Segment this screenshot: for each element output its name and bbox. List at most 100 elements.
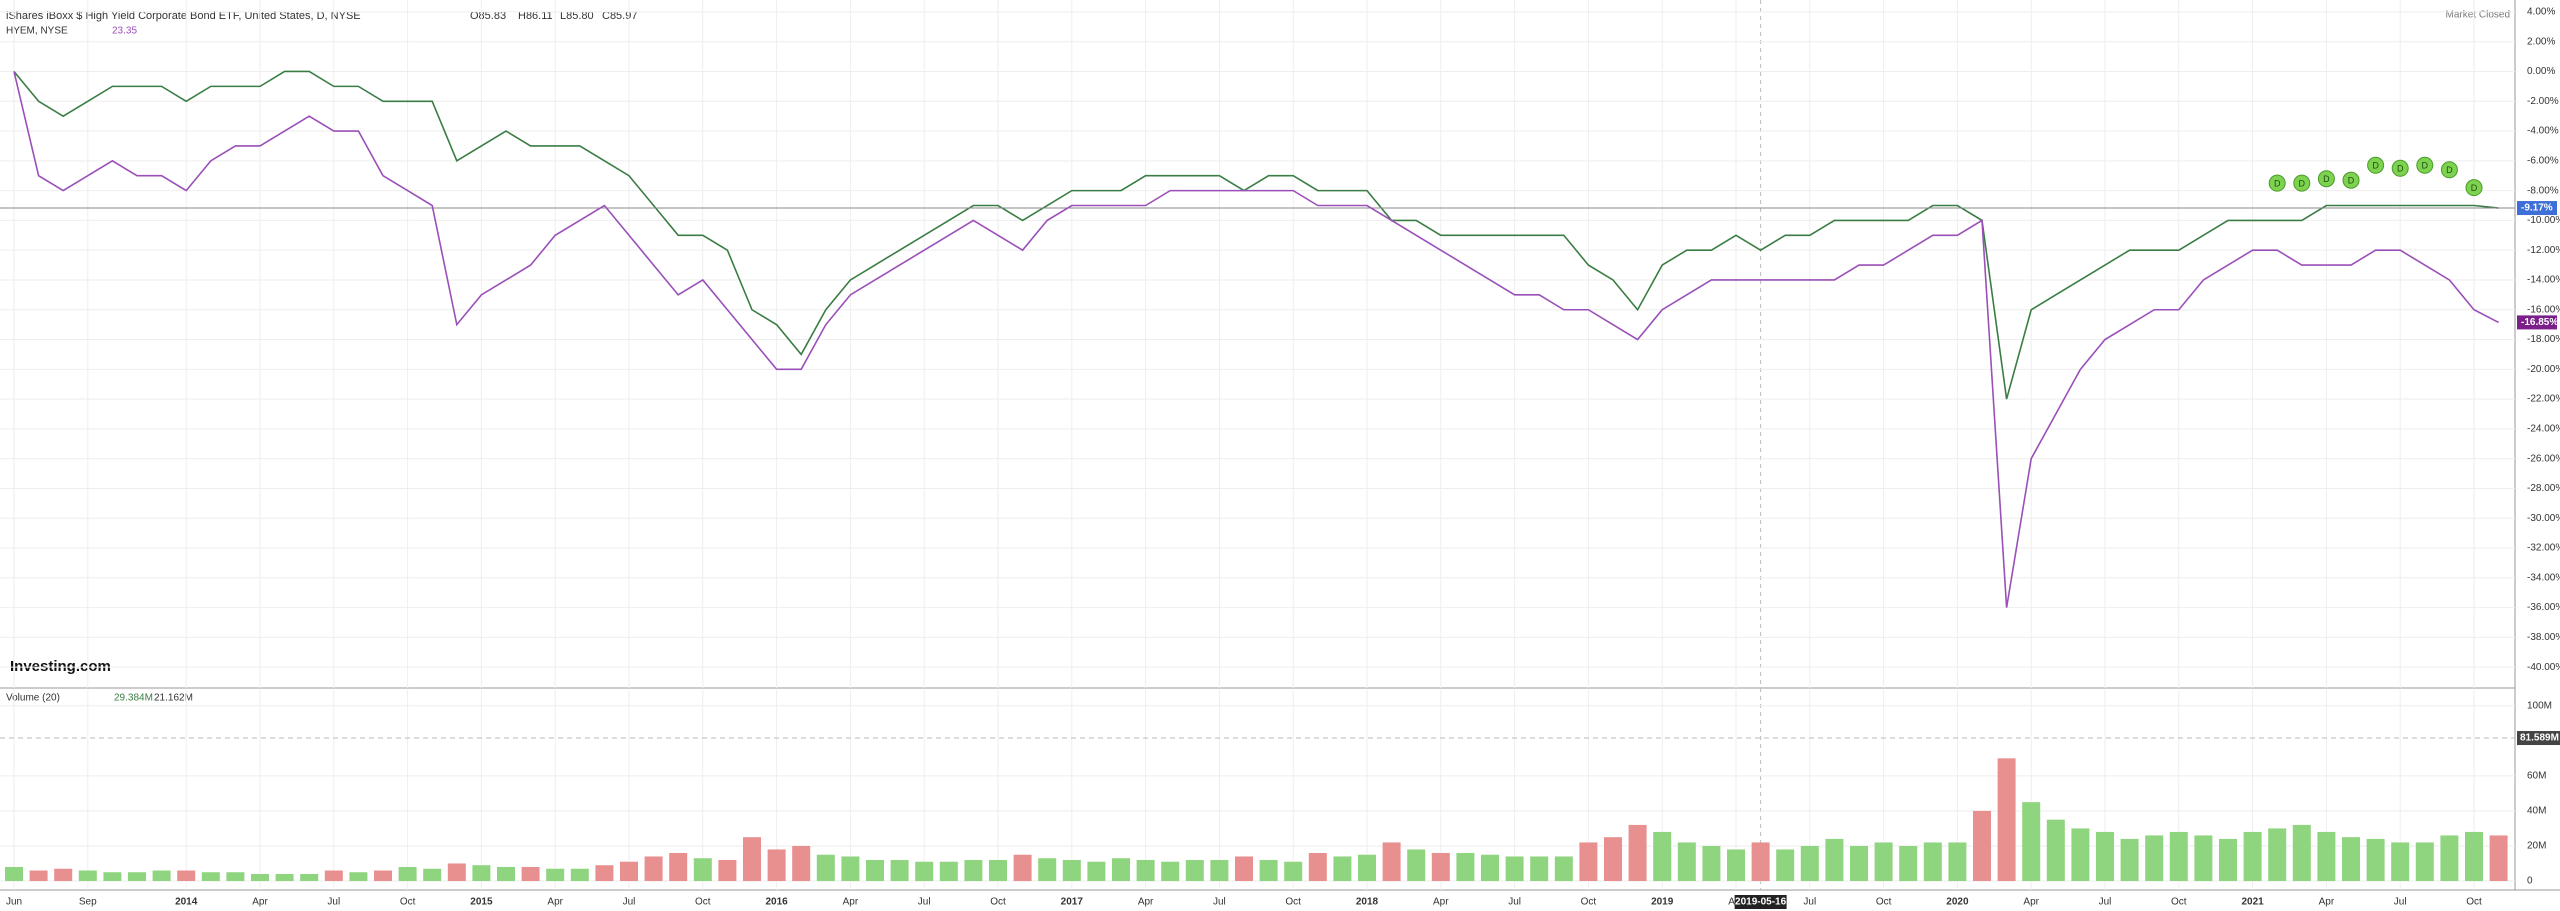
volume-bar xyxy=(669,852,688,881)
x-tick-label: Oct xyxy=(1876,897,1892,908)
volume-bar xyxy=(1013,854,1032,881)
ohlc-high: H86.11 xyxy=(518,10,553,22)
y-tick-label: -6.00% xyxy=(2527,155,2559,166)
volume-value: 29.384M xyxy=(114,693,153,704)
x-tick-label: Oct xyxy=(2171,897,2187,908)
volume-bar xyxy=(890,859,909,881)
volume-bar xyxy=(2169,831,2188,881)
volume-title: Volume (20) xyxy=(6,693,60,704)
volume-bar xyxy=(2440,835,2459,881)
y-tick-label: -30.00% xyxy=(2527,513,2560,524)
volume-bar xyxy=(2194,835,2213,881)
dividend-label: D xyxy=(2471,183,2478,193)
volume-bar xyxy=(693,858,712,881)
x-tick-label: Jul xyxy=(2099,897,2112,908)
y-tick-label: -26.00% xyxy=(2527,453,2560,464)
y-tick-label: 20M xyxy=(2527,841,2546,852)
y-tick-label: -28.00% xyxy=(2527,483,2560,494)
marker-box xyxy=(2517,731,2560,746)
volume-bar xyxy=(1628,824,1647,881)
volume-bar xyxy=(1235,856,1253,881)
y-tick-label: 60M xyxy=(2527,770,2546,781)
x-tick-label: Jul xyxy=(918,897,931,908)
volume-bar xyxy=(1997,758,2016,881)
y-tick-label: -40.00% xyxy=(2527,662,2560,673)
volume-bar xyxy=(349,872,368,881)
volume-bar xyxy=(1333,856,1352,881)
x-tick-label: 2014 xyxy=(175,897,198,908)
volume-bar xyxy=(2489,835,2508,881)
volume-bar xyxy=(2120,838,2139,881)
volume-bar xyxy=(1677,842,1696,881)
volume-bar xyxy=(2022,802,2041,881)
volume-bar xyxy=(1431,852,1450,881)
x-tick-label: Jul xyxy=(327,897,340,908)
y-tick-label: 4.00% xyxy=(2527,7,2555,18)
dividend-label: D xyxy=(2397,164,2404,174)
compare-name: HYEM, NYSE xyxy=(6,26,68,37)
volume-bar xyxy=(939,861,958,881)
volume-ma-value: 21.162M xyxy=(154,693,193,704)
volume-bar xyxy=(1161,861,1180,881)
x-tick-label: Apr xyxy=(1138,897,1154,908)
volume-bar xyxy=(423,868,442,881)
volume-bar xyxy=(620,861,638,881)
volume-bar xyxy=(300,873,319,881)
volume-bar xyxy=(5,866,23,881)
dividend-label: D xyxy=(2422,161,2429,171)
y-tick-label: -16.00% xyxy=(2527,304,2560,315)
dividend-label: D xyxy=(2372,161,2379,171)
last-value-box xyxy=(2517,315,2557,330)
y-tick-label: -18.00% xyxy=(2527,334,2560,345)
last-value-label: -16.85% xyxy=(2521,317,2558,328)
volume-bar xyxy=(841,856,860,881)
dividend-marker xyxy=(2293,174,2311,192)
x-tick-label: Apr xyxy=(1433,897,1449,908)
series-line xyxy=(13,70,2499,400)
volume-bar xyxy=(1284,861,1303,881)
volume-bar xyxy=(1259,859,1278,881)
volume-bar xyxy=(29,870,48,881)
y-tick-label: -24.00% xyxy=(2527,424,2560,435)
y-tick-label: -38.00% xyxy=(2527,632,2560,643)
ohlc-open: O85.83 xyxy=(470,10,506,22)
volume-bar xyxy=(743,837,761,881)
dividend-label: D xyxy=(2299,179,2306,189)
volume-bar xyxy=(989,859,1007,881)
volume-bar xyxy=(177,870,196,881)
volume-bar xyxy=(964,859,983,881)
y-tick-label: -12.00% xyxy=(2527,245,2560,256)
volume-bar xyxy=(1185,859,1204,881)
y-tick-label: -10.00% xyxy=(2527,215,2560,226)
volume-bar xyxy=(152,870,171,881)
last-value-box xyxy=(2517,201,2557,216)
dividend-marker xyxy=(2416,156,2434,174)
volume-bar xyxy=(1948,842,1967,881)
x-tick-label: Apr xyxy=(547,897,563,908)
x-tick-label: 2021 xyxy=(2241,897,2264,908)
symbol-title: iShares iBoxx $ High Yield Corporate Bon… xyxy=(6,10,361,22)
volume-bar xyxy=(2145,835,2164,881)
y-tick-label: 2.00% xyxy=(2527,36,2555,47)
y-tick-label: 100M xyxy=(2527,700,2552,711)
volume-bar xyxy=(1038,858,1057,881)
crosshair-label: 2019-05-16 xyxy=(1735,897,1787,908)
volume-bar xyxy=(1899,845,1918,881)
volume-bar xyxy=(398,866,417,881)
x-tick-label: Oct xyxy=(990,897,1006,908)
x-tick-label: Oct xyxy=(400,897,416,908)
ohlc-low: L85.80 xyxy=(560,10,594,22)
x-tick-label: Jul xyxy=(1213,897,1226,908)
volume-bar xyxy=(1382,842,1401,881)
x-tick-label: Oct xyxy=(1581,897,1597,908)
volume-bar xyxy=(497,866,515,881)
volume-bar xyxy=(1210,859,1229,881)
dividend-label: D xyxy=(2348,176,2355,186)
y-tick-label: -36.00% xyxy=(2527,602,2560,613)
volume-bar xyxy=(2071,828,2090,881)
dividend-marker xyxy=(2465,179,2483,197)
volume-bar xyxy=(1850,845,1868,881)
volume-bar xyxy=(128,872,146,881)
